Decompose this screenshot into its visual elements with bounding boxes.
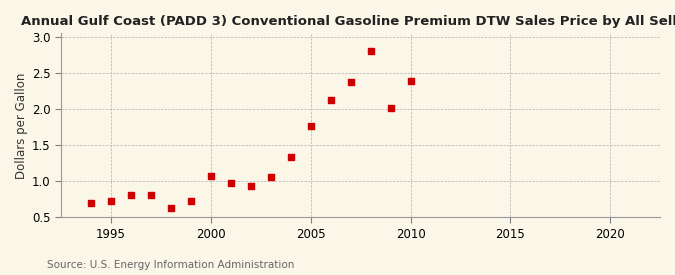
Point	[126, 193, 136, 197]
Point	[385, 106, 396, 111]
Title: Annual Gulf Coast (PADD 3) Conventional Gasoline Premium DTW Sales Price by All : Annual Gulf Coast (PADD 3) Conventional …	[21, 15, 675, 28]
Point	[345, 80, 356, 85]
Point	[225, 181, 236, 186]
Point	[286, 155, 296, 159]
Point	[186, 199, 196, 203]
Point	[146, 193, 157, 197]
Y-axis label: Dollars per Gallon: Dollars per Gallon	[15, 72, 28, 178]
Point	[205, 174, 216, 178]
Point	[106, 199, 117, 203]
Text: Source: U.S. Energy Information Administration: Source: U.S. Energy Information Administ…	[47, 260, 294, 270]
Point	[165, 206, 176, 210]
Point	[86, 201, 97, 205]
Point	[265, 175, 276, 179]
Point	[365, 49, 376, 54]
Point	[325, 98, 336, 102]
Point	[405, 79, 416, 83]
Point	[246, 184, 256, 188]
Point	[305, 123, 316, 128]
